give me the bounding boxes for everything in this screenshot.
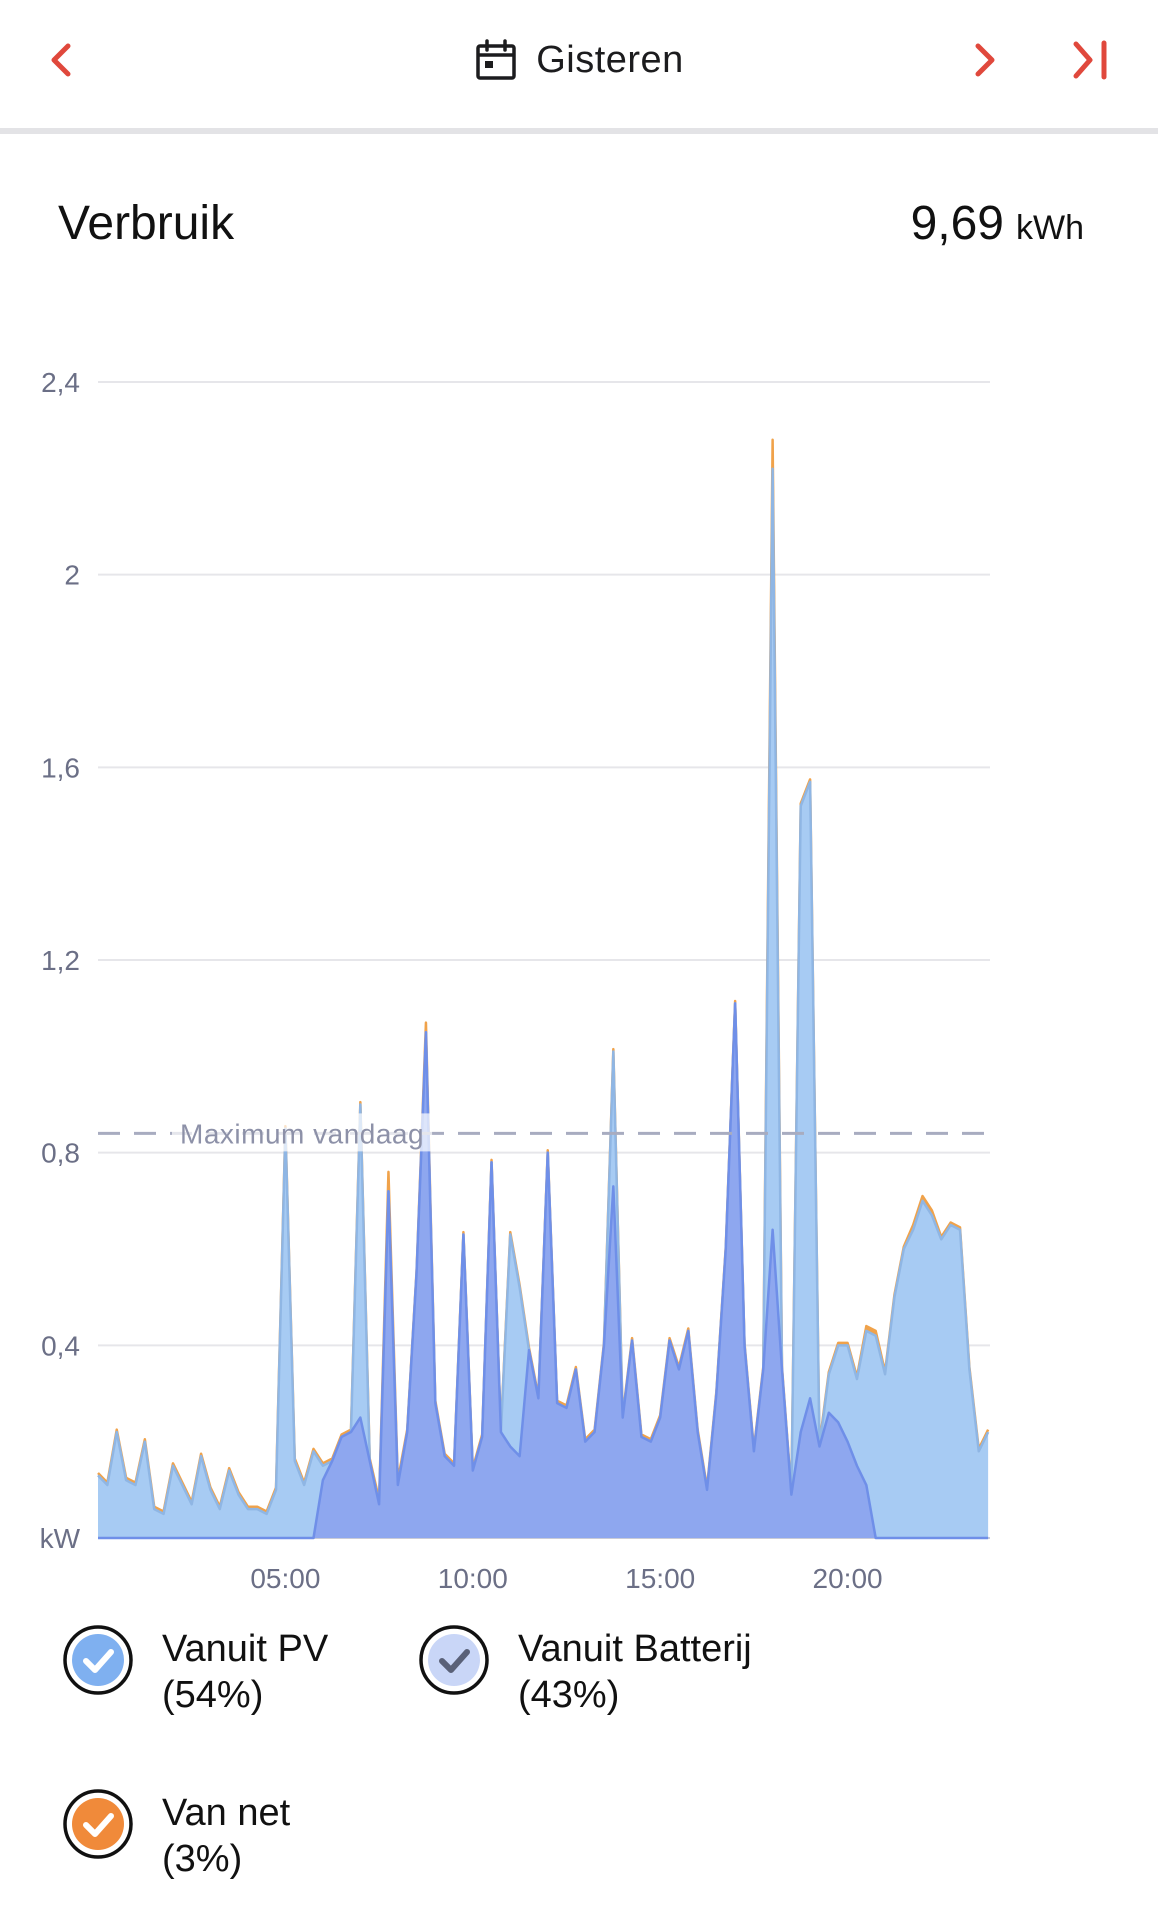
maximum-label-background [172, 1113, 433, 1152]
chevron-right-icon [975, 43, 995, 77]
legend-percent: (3%) [162, 1838, 243, 1880]
legend-percent: (43%) [518, 1674, 620, 1716]
date-title[interactable]: Gisteren [536, 38, 684, 81]
x-tick-label: 20:00 [813, 1563, 883, 1594]
legend-percent: (54%) [162, 1674, 264, 1716]
chart-areas [97, 438, 990, 1540]
consumption-unit: kWh [1016, 209, 1084, 247]
header-divider [0, 128, 1158, 134]
y-tick-label: 2 [64, 560, 80, 591]
y-tick-label: 2,4 [41, 367, 80, 398]
legend-label: Vanuit Batterij [518, 1628, 752, 1670]
consumption-value: 9,69 [910, 197, 1004, 250]
check-circle-icon [63, 1789, 133, 1859]
chevron-left-icon [51, 43, 71, 77]
calendar-icon[interactable] [474, 38, 518, 82]
consumption-total: 9,69 kWh [911, 196, 1084, 251]
legend-item-grid[interactable]: Van net (3%) [62, 1788, 290, 1882]
x-tick-label: 15:00 [625, 1563, 695, 1594]
y-tick-label: 0,4 [41, 1330, 80, 1361]
jump-to-today-button[interactable] [1058, 28, 1122, 92]
consumption-chart[interactable]: Maximum vandaag kW 0,4 0,8 1,2 1,6 2 2,4 05:00… [0, 330, 1158, 1610]
legend-item-pv[interactable]: Vanuit PV (54%) [62, 1624, 328, 1718]
check-circle-icon [63, 1625, 133, 1695]
maximum-line: Maximum vandaag [98, 1113, 990, 1152]
legend-text-pv: Vanuit PV (54%) [162, 1624, 328, 1718]
legend-text-grid: Van net (3%) [162, 1788, 290, 1882]
x-tick-label: 10:00 [438, 1563, 508, 1594]
x-tick-label: 05:00 [250, 1563, 320, 1594]
maximum-label: Maximum vandaag [180, 1118, 424, 1149]
legend-label: Vanuit PV [162, 1628, 329, 1670]
chart-axes: kW 0,4 0,8 1,2 1,6 2 2,4 05:00 10:00 15:00 20:00 [40, 367, 883, 1594]
legend-label: Van net [162, 1792, 291, 1834]
series-line-vanuit-batterij [98, 1002, 989, 1540]
consumption-label: Verbruik [58, 197, 235, 250]
series-area-vanuit-pv [98, 468, 989, 1539]
y-tick-label: 1,6 [41, 752, 80, 783]
series-area-vanuit-batterij [98, 1003, 989, 1538]
top-navigation-bar: Gisteren [0, 0, 1158, 130]
skip-to-end-icon [1073, 40, 1107, 80]
previous-day-button[interactable] [30, 28, 94, 92]
y-tick-label: 1,2 [41, 945, 80, 976]
legend-text-battery: Vanuit Batterij (43%) [518, 1624, 752, 1718]
y-axis-unit-label: kW [40, 1523, 81, 1554]
check-circle-icon [419, 1625, 489, 1695]
next-day-button[interactable] [952, 28, 1016, 92]
legend-item-battery[interactable]: Vanuit Batterij (43%) [418, 1624, 752, 1718]
y-tick-label: 0,8 [41, 1138, 80, 1169]
date-selector: Gisteren [0, 28, 1158, 92]
